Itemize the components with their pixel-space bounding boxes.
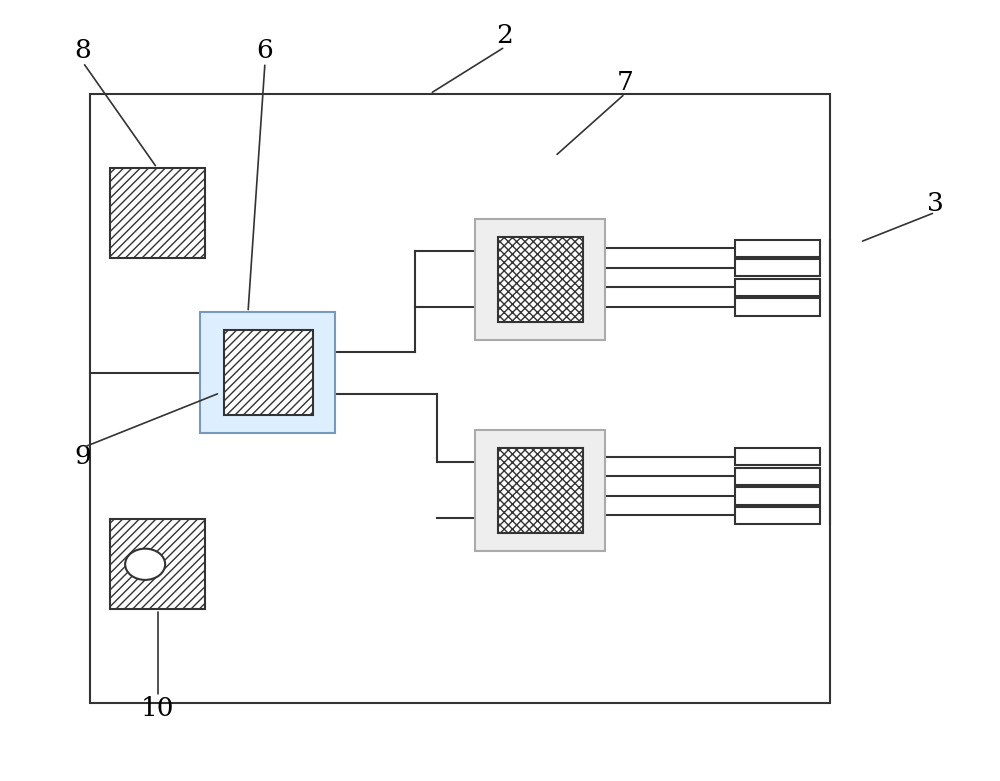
Circle shape <box>125 548 165 580</box>
Bar <box>200 312 335 433</box>
Text: 6: 6 <box>257 38 273 63</box>
Bar <box>224 330 313 415</box>
Bar <box>735 448 820 465</box>
Bar <box>498 448 583 533</box>
Bar <box>110 519 205 609</box>
Text: 10: 10 <box>141 696 175 721</box>
Bar <box>735 298 820 316</box>
Bar <box>498 237 583 322</box>
Bar <box>110 168 205 258</box>
Bar <box>735 487 820 505</box>
Text: 3: 3 <box>927 191 943 216</box>
Text: 9: 9 <box>75 444 91 469</box>
Bar <box>735 279 820 296</box>
Bar <box>735 240 820 257</box>
Bar <box>735 507 820 524</box>
Text: 2: 2 <box>497 23 513 48</box>
Text: 8: 8 <box>75 38 91 63</box>
Bar <box>475 430 605 551</box>
Bar <box>735 259 820 276</box>
Bar <box>475 219 605 340</box>
Bar <box>90 94 830 703</box>
Text: 7: 7 <box>617 70 633 95</box>
Bar <box>735 468 820 485</box>
